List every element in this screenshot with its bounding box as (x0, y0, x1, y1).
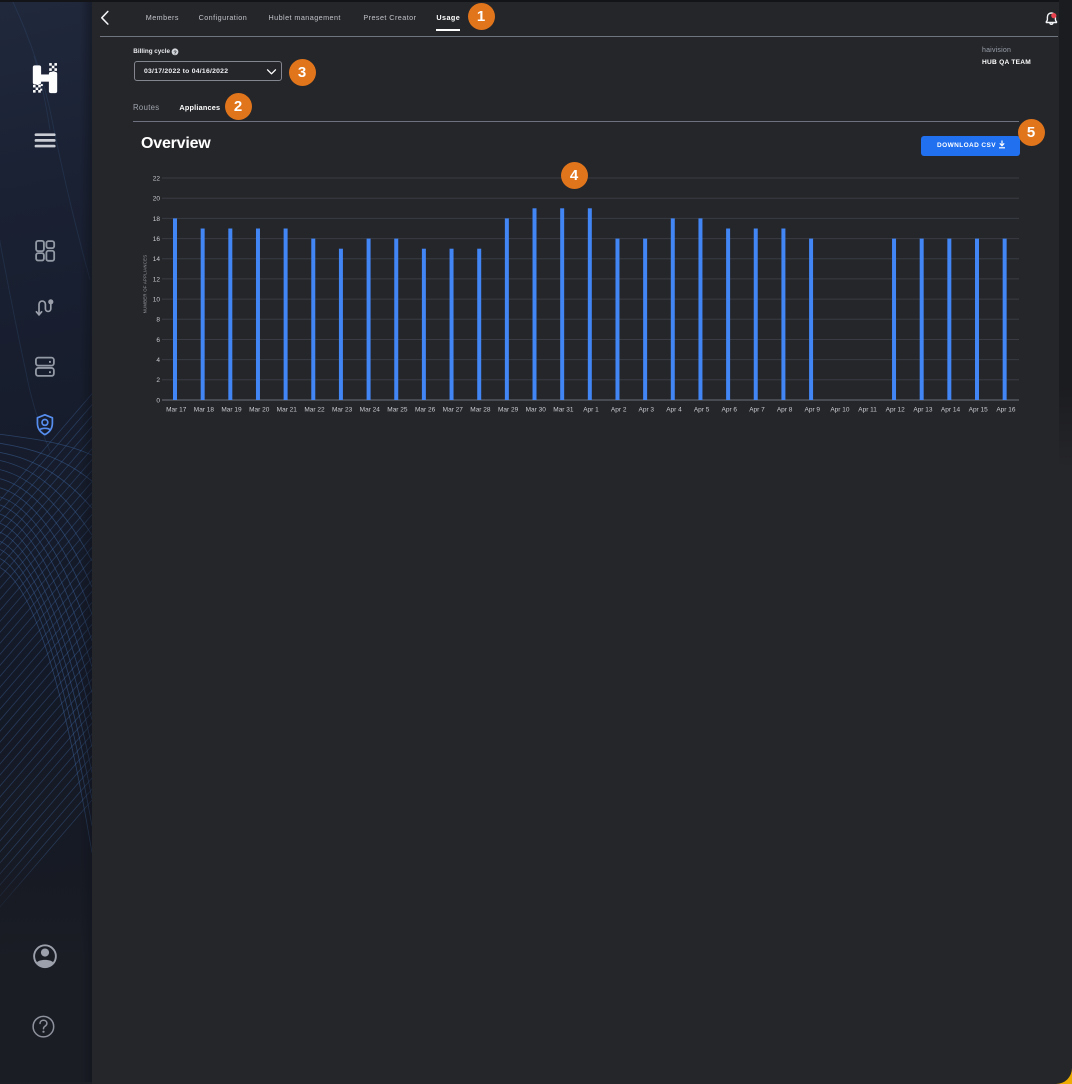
svg-text:Apr 13: Apr 13 (913, 407, 933, 414)
svg-text:Mar 22: Mar 22 (304, 407, 325, 414)
svg-text:Mar 23: Mar 23 (332, 407, 353, 414)
svg-text:Apr 2: Apr 2 (611, 407, 627, 414)
svg-text:Mar 17: Mar 17 (166, 407, 187, 414)
svg-text:Apr 14: Apr 14 (941, 407, 961, 414)
svg-text:20: 20 (153, 196, 161, 203)
svg-text:8: 8 (156, 317, 160, 324)
svg-text:Apr 9: Apr 9 (805, 407, 821, 414)
svg-text:Mar 21: Mar 21 (277, 407, 298, 414)
svg-text:Mar 24: Mar 24 (360, 407, 381, 414)
svg-text:10: 10 (153, 297, 161, 304)
svg-text:Apr 10: Apr 10 (830, 407, 850, 414)
svg-text:Mar 29: Mar 29 (498, 407, 519, 414)
svg-text:Mar 27: Mar 27 (443, 407, 464, 414)
svg-text:Apr 12: Apr 12 (886, 407, 906, 414)
svg-text:Apr 1: Apr 1 (583, 407, 599, 414)
svg-text:Mar 18: Mar 18 (194, 407, 215, 414)
svg-text:Apr 16: Apr 16 (996, 407, 1016, 414)
svg-text:Mar 26: Mar 26 (415, 407, 436, 414)
svg-text:NUMBER OF APPLIANCES: NUMBER OF APPLIANCES (143, 255, 148, 314)
svg-text:Apr 15: Apr 15 (969, 407, 989, 414)
svg-text:Apr 7: Apr 7 (749, 407, 765, 414)
svg-text:Mar 30: Mar 30 (526, 407, 547, 414)
svg-text:Apr 5: Apr 5 (694, 407, 710, 414)
svg-text:Apr 3: Apr 3 (639, 407, 655, 414)
svg-text:Mar 25: Mar 25 (387, 407, 408, 414)
svg-text:Apr 6: Apr 6 (722, 407, 738, 414)
svg-text:0: 0 (156, 397, 160, 404)
svg-text:Apr 4: Apr 4 (666, 407, 682, 414)
svg-text:?: ? (173, 50, 177, 56)
svg-text:Mar 19: Mar 19 (221, 407, 242, 414)
svg-text:2: 2 (156, 377, 160, 384)
svg-text:Mar 20: Mar 20 (249, 407, 270, 414)
svg-text:18: 18 (153, 216, 161, 223)
svg-text:Mar 28: Mar 28 (470, 407, 491, 414)
svg-text:6: 6 (156, 337, 160, 344)
svg-text:Mar 31: Mar 31 (553, 407, 574, 414)
svg-text:16: 16 (153, 236, 161, 243)
svg-text:14: 14 (153, 256, 161, 263)
svg-text:12: 12 (153, 276, 161, 283)
svg-text:Apr 11: Apr 11 (858, 407, 877, 414)
svg-text:4: 4 (156, 357, 160, 364)
svg-text:22: 22 (153, 175, 161, 182)
svg-text:Apr 8: Apr 8 (777, 407, 793, 414)
